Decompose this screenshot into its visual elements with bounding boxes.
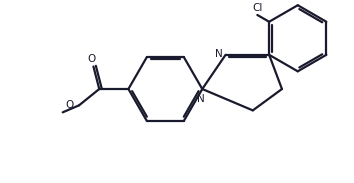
Text: Cl: Cl	[252, 3, 263, 13]
Text: O: O	[87, 54, 96, 64]
Text: N: N	[215, 49, 223, 59]
Text: N: N	[197, 94, 205, 104]
Text: O: O	[65, 100, 74, 110]
